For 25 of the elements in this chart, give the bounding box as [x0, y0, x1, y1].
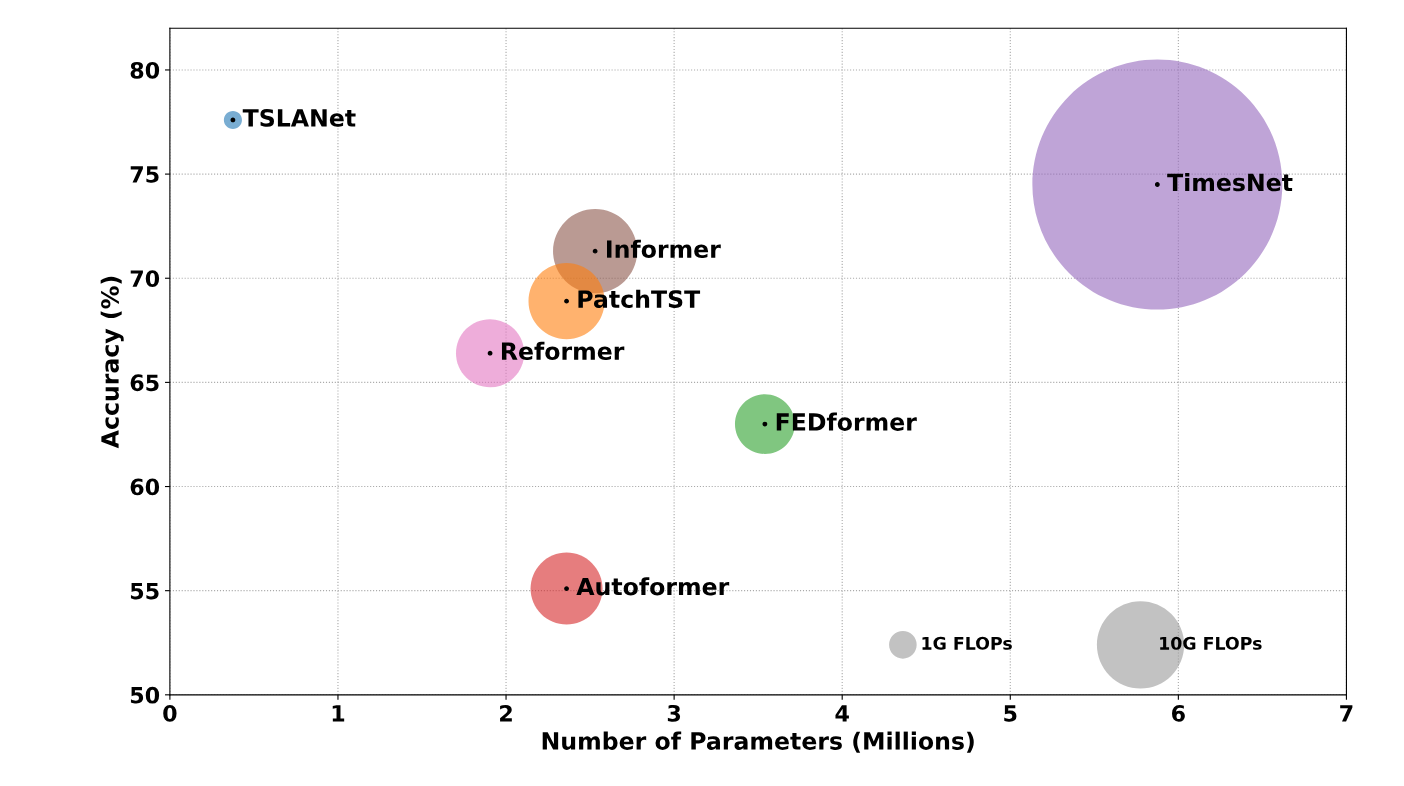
series-label: Reformer — [501, 341, 625, 361]
x-axis-title: Number of Parameters (Millions) — [542, 731, 974, 753]
x-tick-label: 0 — [163, 704, 177, 722]
x-tick-label: 4 — [835, 705, 849, 722]
legend-label: 10G FLOPs — [1160, 636, 1262, 650]
x-tick-label: 6 — [1172, 704, 1185, 722]
y-tick-label: 80 — [130, 61, 160, 79]
y-tick-label: 55 — [130, 582, 159, 600]
legend-label: 1G FLOPs — [922, 636, 1012, 650]
x-tick-label: 5 — [1004, 705, 1017, 722]
y-tick-label: 50 — [130, 686, 160, 704]
y-axis-title: Accuracy (%) — [100, 276, 124, 449]
x-tick-label: 1 — [332, 705, 345, 722]
y-tick-label: 70 — [130, 270, 160, 287]
y-tick-label: 75 — [130, 166, 159, 183]
series-label: Autoformer — [576, 577, 730, 596]
y-tick-label: 65 — [130, 374, 159, 392]
series-label: FEDformer — [776, 412, 917, 431]
series-label: TimesNet — [1167, 173, 1293, 192]
series-label: Informer — [607, 239, 721, 259]
x-tick-label: 7 — [1340, 705, 1353, 722]
y-tick-label: 60 — [130, 478, 160, 496]
x-tick-label: 3 — [667, 704, 681, 722]
series-label: TSLANet — [242, 108, 356, 127]
x-tick-label: 2 — [500, 704, 512, 722]
